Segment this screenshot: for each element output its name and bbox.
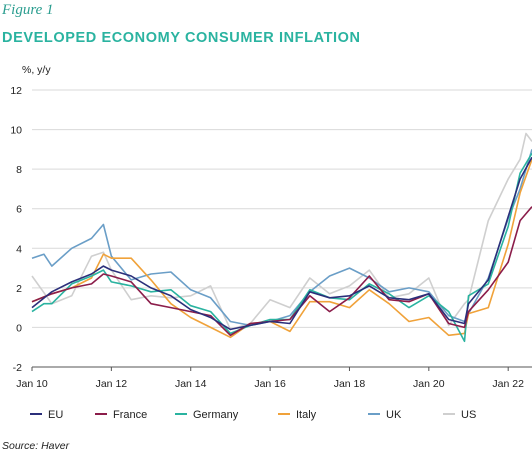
figure-label: Figure 1	[2, 2, 54, 18]
y-tick-label: 2	[16, 283, 22, 295]
chart-title: DEVELOPED ECONOMY CONSUMER INFLATION	[2, 30, 361, 46]
y-tick-label: 8	[16, 164, 22, 176]
y-tick-label: 12	[10, 85, 22, 97]
legend-label-us: US	[461, 409, 476, 421]
y-tick-label: 6	[16, 204, 22, 216]
source-note: Source: Haver	[2, 440, 70, 452]
x-tick-label: Jan 16	[254, 378, 286, 390]
legend-label-france: France	[113, 409, 147, 421]
x-tick-label: Jan 12	[96, 378, 128, 390]
legend-label-eu: EU	[48, 409, 63, 421]
series-line-us	[31, 132, 532, 331]
x-tick-label: Jan 20	[413, 378, 445, 390]
y-tick-label: 0	[16, 322, 22, 334]
x-tick-label: Jan 22	[492, 378, 524, 390]
x-tick-label: Jan 14	[175, 378, 207, 390]
y-tick-label: -2	[13, 362, 22, 374]
legend-label-uk: UK	[386, 409, 402, 421]
series-line-france	[31, 206, 532, 337]
x-tick-label: Jan 18	[334, 378, 366, 390]
legend-label-germany: Germany	[193, 409, 239, 421]
series-line-uk	[31, 149, 532, 327]
x-tick-label: Jan 10	[16, 378, 48, 390]
y-axis-label: %, y/y	[22, 64, 51, 76]
y-tick-label: 10	[10, 125, 22, 137]
legend-label-italy: Italy	[296, 409, 317, 421]
y-tick-label: 4	[16, 243, 22, 255]
series-line-germany	[31, 152, 532, 343]
series-line-eu	[31, 156, 532, 331]
